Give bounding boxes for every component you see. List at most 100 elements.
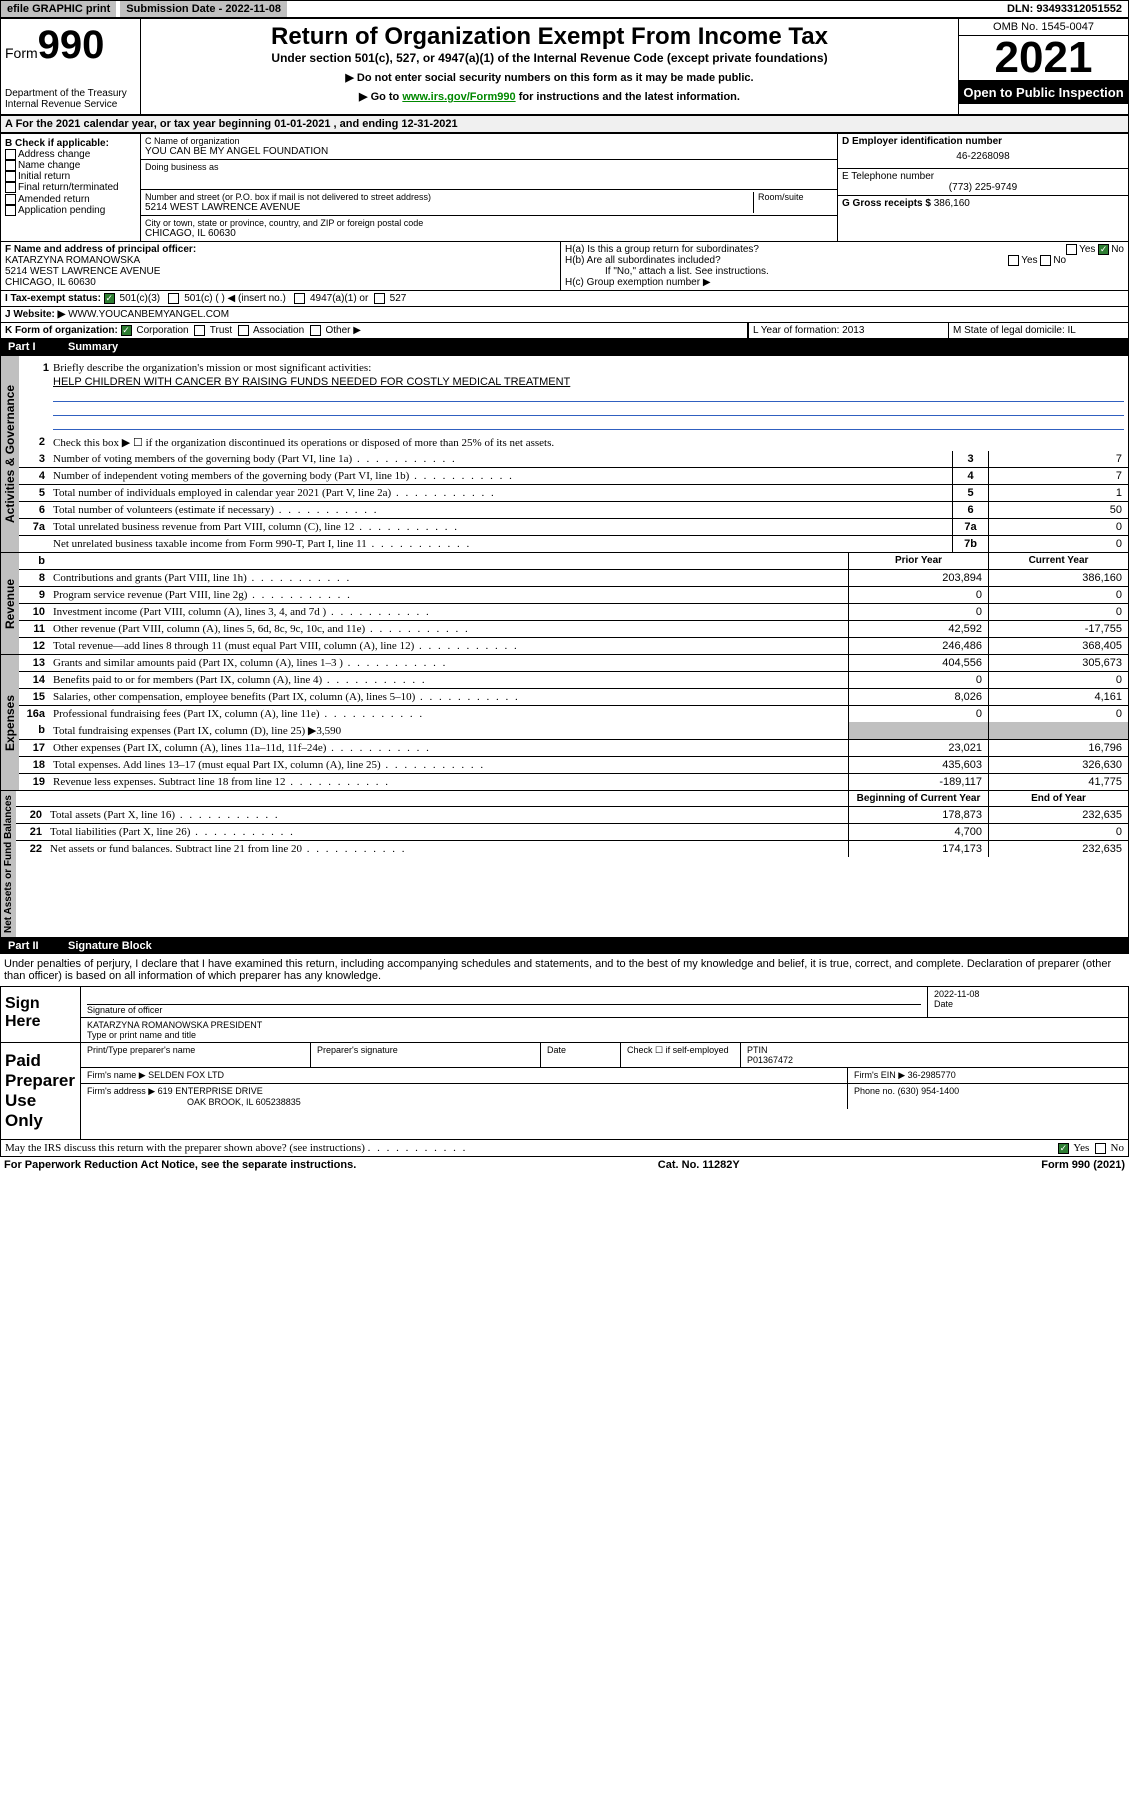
mission-blank [53, 416, 1124, 430]
sig-date-label: Date [934, 999, 953, 1009]
mission-blank [53, 388, 1124, 402]
beg-year-head: Beginning of Current Year [848, 791, 988, 806]
activities-body: 1Briefly describe the organization's mis… [19, 356, 1128, 552]
col-c-org-info: C Name of organization YOU CAN BE MY ANG… [141, 134, 838, 241]
website-label: J Website: ▶ [5, 309, 65, 320]
exp-line: 13 Grants and similar amounts paid (Part… [19, 655, 1128, 672]
discuss-no[interactable] [1095, 1143, 1106, 1154]
section-netassets: Net Assets or Fund Balances Beginning of… [0, 791, 1129, 938]
firm-name: SELDEN FOX LTD [148, 1070, 224, 1080]
phone-label: E Telephone number [842, 171, 1124, 182]
exp-line: 15 Salaries, other compensation, employe… [19, 689, 1128, 706]
exp-line: 19 Revenue less expenses. Subtract line … [19, 774, 1128, 790]
firm-ein-label: Firm's EIN ▶ [854, 1070, 905, 1080]
submission-date: Submission Date - 2022-11-08 [120, 1, 287, 17]
check-name-change[interactable]: Name change [5, 160, 136, 171]
website-url: WWW.YOUCANBEMYANGEL.COM [68, 309, 229, 320]
check-corp[interactable]: ✓ [121, 325, 132, 336]
check-final-return[interactable]: Final return/terminated [5, 182, 136, 193]
officer-name: KATARZYNA ROMANOWSKA [5, 255, 556, 266]
no-ssn-note: ▶ Do not enter social security numbers o… [145, 71, 954, 84]
dba-label: Doing business as [145, 162, 833, 172]
ptin-value: P01367472 [747, 1055, 1122, 1065]
discuss-yes[interactable]: ✓ [1058, 1143, 1069, 1154]
header-center: Return of Organization Exempt From Incom… [141, 19, 958, 114]
gov-line: 5 Total number of individuals employed i… [19, 485, 1128, 502]
row-i-label: I Tax-exempt status: [5, 293, 101, 304]
ein-label: D Employer identification number [842, 136, 1124, 147]
check-amended[interactable]: Amended return [5, 194, 136, 205]
firm-phone: (630) 954-1400 [898, 1086, 960, 1096]
type-name-label: Type or print name and title [87, 1030, 196, 1040]
room-label: Room/suite [753, 192, 833, 213]
header-left: Form990 Department of the Treasury Inter… [1, 19, 141, 114]
rev-line: 11 Other revenue (Part VIII, column (A),… [19, 621, 1128, 638]
check-other[interactable] [310, 325, 321, 336]
check-4947[interactable] [294, 293, 305, 304]
exp-line: 14 Benefits paid to or for members (Part… [19, 672, 1128, 689]
gross-label: G Gross receipts $ [842, 198, 931, 209]
check-self-emp: Check ☐ if self-employed [621, 1043, 741, 1067]
rev-line: 8 Contributions and grants (Part VIII, l… [19, 570, 1128, 587]
side-netassets: Net Assets or Fund Balances [1, 791, 16, 937]
goto-post: for instructions and the latest informat… [516, 91, 740, 103]
form-number: Form990 [5, 23, 136, 68]
sig-date-val: 2022-11-08 [934, 989, 1122, 999]
paid-preparer-block: Paid Preparer Use Only Print/Type prepar… [0, 1043, 1129, 1140]
part-1-name: Summary [68, 341, 118, 353]
officer-city: CHICAGO, IL 60630 [5, 277, 556, 288]
exp-line: 17 Other expenses (Part IX, column (A), … [19, 740, 1128, 757]
rev-line: 10 Investment income (Part VIII, column … [19, 604, 1128, 621]
part-1-header: Part I Summary [0, 339, 1129, 355]
dln: DLN: 93493312051552 [1001, 1, 1128, 17]
col-d-ein: D Employer identification number 46-2268… [838, 134, 1128, 241]
city-label: City or town, state or province, country… [145, 218, 833, 228]
check-trust[interactable] [194, 325, 205, 336]
phone: (773) 225-9749 [842, 182, 1124, 193]
row-j-website: J Website: ▶ WWW.YOUCANBEMYANGEL.COM [0, 307, 1129, 323]
firm-phone-label: Phone no. [854, 1086, 895, 1096]
check-assoc[interactable] [238, 325, 249, 336]
row-b-num: b [19, 553, 49, 569]
check-address-change[interactable]: Address change [5, 149, 136, 160]
ha-label: H(a) Is this a group return for subordin… [565, 244, 1124, 255]
header-right: OMB No. 1545-0047 2021 Open to Public In… [958, 19, 1128, 114]
gross-receipts: 386,160 [934, 198, 970, 209]
discuss-row: May the IRS discuss this return with the… [0, 1140, 1129, 1157]
q2-checkbox: Check this box ▶ ☐ if the organization d… [49, 434, 1128, 451]
goto-pre: ▶ Go to [359, 91, 402, 103]
rev-line: 9 Program service revenue (Part VIII, li… [19, 587, 1128, 604]
check-app-pending[interactable]: Application pending [5, 205, 136, 216]
part-2-name: Signature Block [68, 940, 152, 952]
check-initial-return[interactable]: Initial return [5, 171, 136, 182]
part-2-num: Part II [8, 940, 68, 952]
form-title: Return of Organization Exempt From Incom… [145, 23, 954, 51]
line-16b-grey2 [988, 722, 1128, 739]
addr-label: Number and street (or P.O. box if mail i… [145, 192, 753, 202]
hb-label: H(b) Are all subordinates included? Yes … [565, 255, 1124, 266]
q1-mission: Briefly describe the organization's miss… [53, 362, 371, 374]
firm-name-label: Firm's name ▶ [87, 1070, 146, 1080]
goto-link[interactable]: www.irs.gov/Form990 [402, 91, 515, 103]
gov-line: 7a Total unrelated business revenue from… [19, 519, 1128, 536]
section-activities: Activities & Governance 1Briefly describ… [0, 355, 1129, 553]
expenses-body: 13 Grants and similar amounts paid (Part… [19, 655, 1128, 790]
sign-here-label: Sign Here [1, 987, 81, 1042]
prior-year-head: Prior Year [848, 553, 988, 569]
goto-instruction: ▶ Go to www.irs.gov/Form990 for instruct… [145, 90, 954, 103]
officer-typed-name: KATARZYNA ROMANOWSKA PRESIDENT [87, 1020, 1122, 1030]
prep-date-label: Date [541, 1043, 621, 1067]
org-city: CHICAGO, IL 60630 [145, 228, 833, 239]
check-527[interactable] [374, 293, 385, 304]
check-501c3[interactable]: ✓ [104, 293, 115, 304]
hc-label: H(c) Group exemption number ▶ [565, 277, 1124, 288]
form-header: Form990 Department of the Treasury Inter… [0, 18, 1129, 115]
check-501c[interactable] [168, 293, 179, 304]
pra-notice: For Paperwork Reduction Act Notice, see … [4, 1159, 356, 1171]
section-revenue: Revenue b Prior Year Current Year 8 Cont… [0, 553, 1129, 655]
irs-label: Internal Revenue Service [5, 99, 136, 110]
netassets-body: Beginning of Current Year End of Year 20… [16, 791, 1128, 937]
gov-line: 3 Number of voting members of the govern… [19, 451, 1128, 468]
org-address: 5214 WEST LAWRENCE AVENUE [145, 202, 753, 213]
org-name-label: C Name of organization [145, 136, 833, 146]
